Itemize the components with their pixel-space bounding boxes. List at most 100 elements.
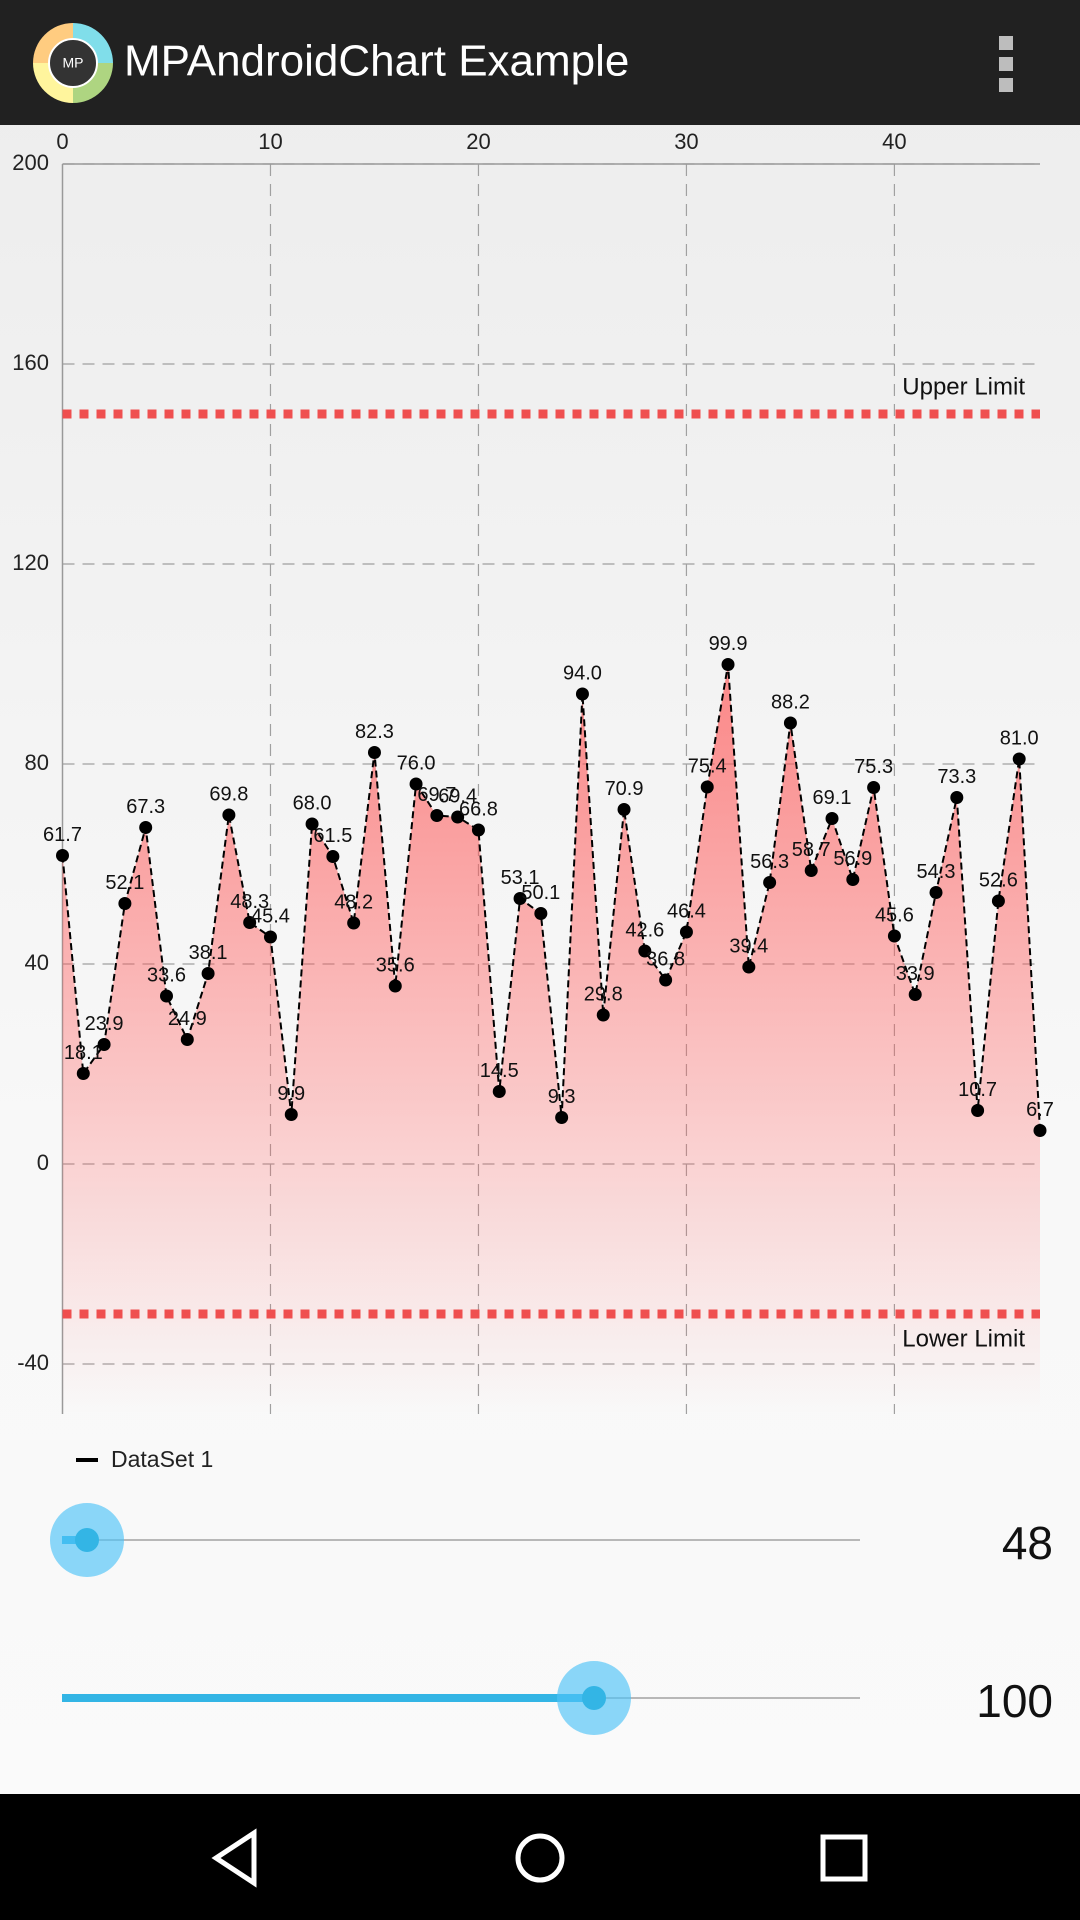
y-tick-label: -40	[17, 1350, 49, 1375]
slider[interactable]	[50, 1503, 860, 1577]
point	[388, 979, 402, 993]
point	[76, 1067, 90, 1080]
x-tick-label: 0	[56, 129, 68, 154]
slider[interactable]	[62, 1661, 860, 1735]
value-label: 70.9	[605, 778, 644, 800]
back-button[interactable]	[211, 1828, 257, 1888]
value-label: 6.7	[1026, 1099, 1054, 1121]
point	[180, 1033, 194, 1046]
point	[139, 821, 153, 834]
value-label: 69.8	[209, 783, 248, 805]
value-label: 75.3	[854, 756, 893, 778]
point	[908, 988, 922, 1001]
point	[887, 929, 901, 943]
point	[56, 849, 69, 862]
value-label: 42.6	[625, 919, 664, 941]
point	[97, 1038, 111, 1051]
value-label: 39.4	[729, 935, 768, 957]
point	[451, 810, 465, 824]
y-tick-label: 40	[25, 950, 49, 975]
limit-label: Lower Limit	[902, 1325, 1025, 1352]
point	[929, 886, 943, 899]
point	[1012, 752, 1026, 766]
point	[201, 967, 215, 980]
slider-value: 48	[1002, 1517, 1053, 1569]
value-label: 33.9	[896, 963, 935, 985]
x-tick-label: 20	[466, 129, 490, 154]
line	[61, 664, 1041, 1131]
value-label: 23.9	[85, 1013, 124, 1035]
point	[555, 1111, 569, 1124]
value-label: 14.5	[480, 1060, 519, 1082]
point	[347, 916, 361, 930]
value-label: 99.9	[709, 633, 748, 655]
app-bar-bg	[0, 0, 1080, 125]
value-label: 36.8	[646, 948, 685, 970]
point	[118, 897, 132, 910]
recents-button[interactable]	[820, 1834, 868, 1882]
point	[950, 791, 964, 804]
y-tick-label: 80	[25, 750, 49, 775]
value-label: 56.9	[833, 848, 872, 870]
value-label: 82.3	[355, 721, 394, 743]
point	[742, 960, 756, 974]
app-icon: MP	[33, 23, 113, 103]
value-label: 9.9	[277, 1083, 305, 1105]
value-label: 69.4	[438, 785, 477, 807]
slider-thumb	[75, 1528, 99, 1552]
point	[700, 780, 714, 794]
value-label: 48.2	[334, 891, 373, 913]
value-label: 48.3	[230, 891, 269, 913]
point	[721, 658, 735, 671]
point	[409, 777, 423, 791]
nav-bar-bg	[0, 1794, 1080, 1920]
value-label: 67.3	[126, 796, 165, 818]
x-tick-label: 30	[674, 129, 698, 154]
slider-thumb	[582, 1686, 606, 1710]
point	[846, 873, 860, 886]
home-button[interactable]	[515, 1833, 565, 1883]
value-label: 81.0	[1000, 727, 1039, 749]
point	[222, 808, 236, 822]
point	[243, 916, 257, 929]
app-icon-text: MP	[63, 55, 84, 71]
overflow-menu[interactable]	[999, 36, 1013, 92]
value-label: 54.3	[917, 861, 956, 883]
x-tick-label: 10	[258, 129, 282, 154]
point	[471, 823, 485, 837]
value-label: 58.7	[792, 839, 831, 861]
app-title: MPAndroidChart Example	[124, 37, 629, 86]
value-label: 69.7	[417, 784, 456, 806]
value-label: 45.4	[251, 905, 290, 927]
value-label: 52.6	[979, 869, 1018, 891]
value-label: 76.0	[397, 752, 436, 774]
x-tick-label: 40	[882, 129, 906, 154]
point	[638, 944, 652, 958]
value-label: 52.1	[105, 872, 144, 894]
value-label: 29.8	[584, 983, 623, 1005]
legend-label: DataSet 1	[111, 1446, 213, 1472]
value-label: 56.3	[750, 851, 789, 873]
value-label: 46.4	[667, 900, 706, 922]
value-label: 75.4	[688, 755, 727, 777]
point	[159, 989, 173, 1003]
area	[62, 664, 1040, 1414]
value-label: 68.0	[293, 792, 332, 814]
value-label: 38.1	[189, 942, 228, 964]
point	[867, 781, 881, 794]
value-label: 9.3	[548, 1086, 576, 1108]
value-label: 18.1	[64, 1042, 103, 1064]
point	[575, 687, 589, 701]
point	[971, 1104, 985, 1117]
point	[326, 850, 340, 863]
value-label: 73.3	[937, 766, 976, 788]
chart: -40 0 40 80 120 160 200 0 10 20 30 40 Upper Limit Low…	[12, 129, 1054, 1472]
value-label: 10.7	[958, 1079, 997, 1101]
value-label: 61.7	[43, 824, 82, 846]
value-label: 35.6	[376, 954, 415, 976]
value-label: 69.1	[813, 787, 852, 809]
point	[596, 1008, 610, 1022]
point	[783, 716, 797, 730]
